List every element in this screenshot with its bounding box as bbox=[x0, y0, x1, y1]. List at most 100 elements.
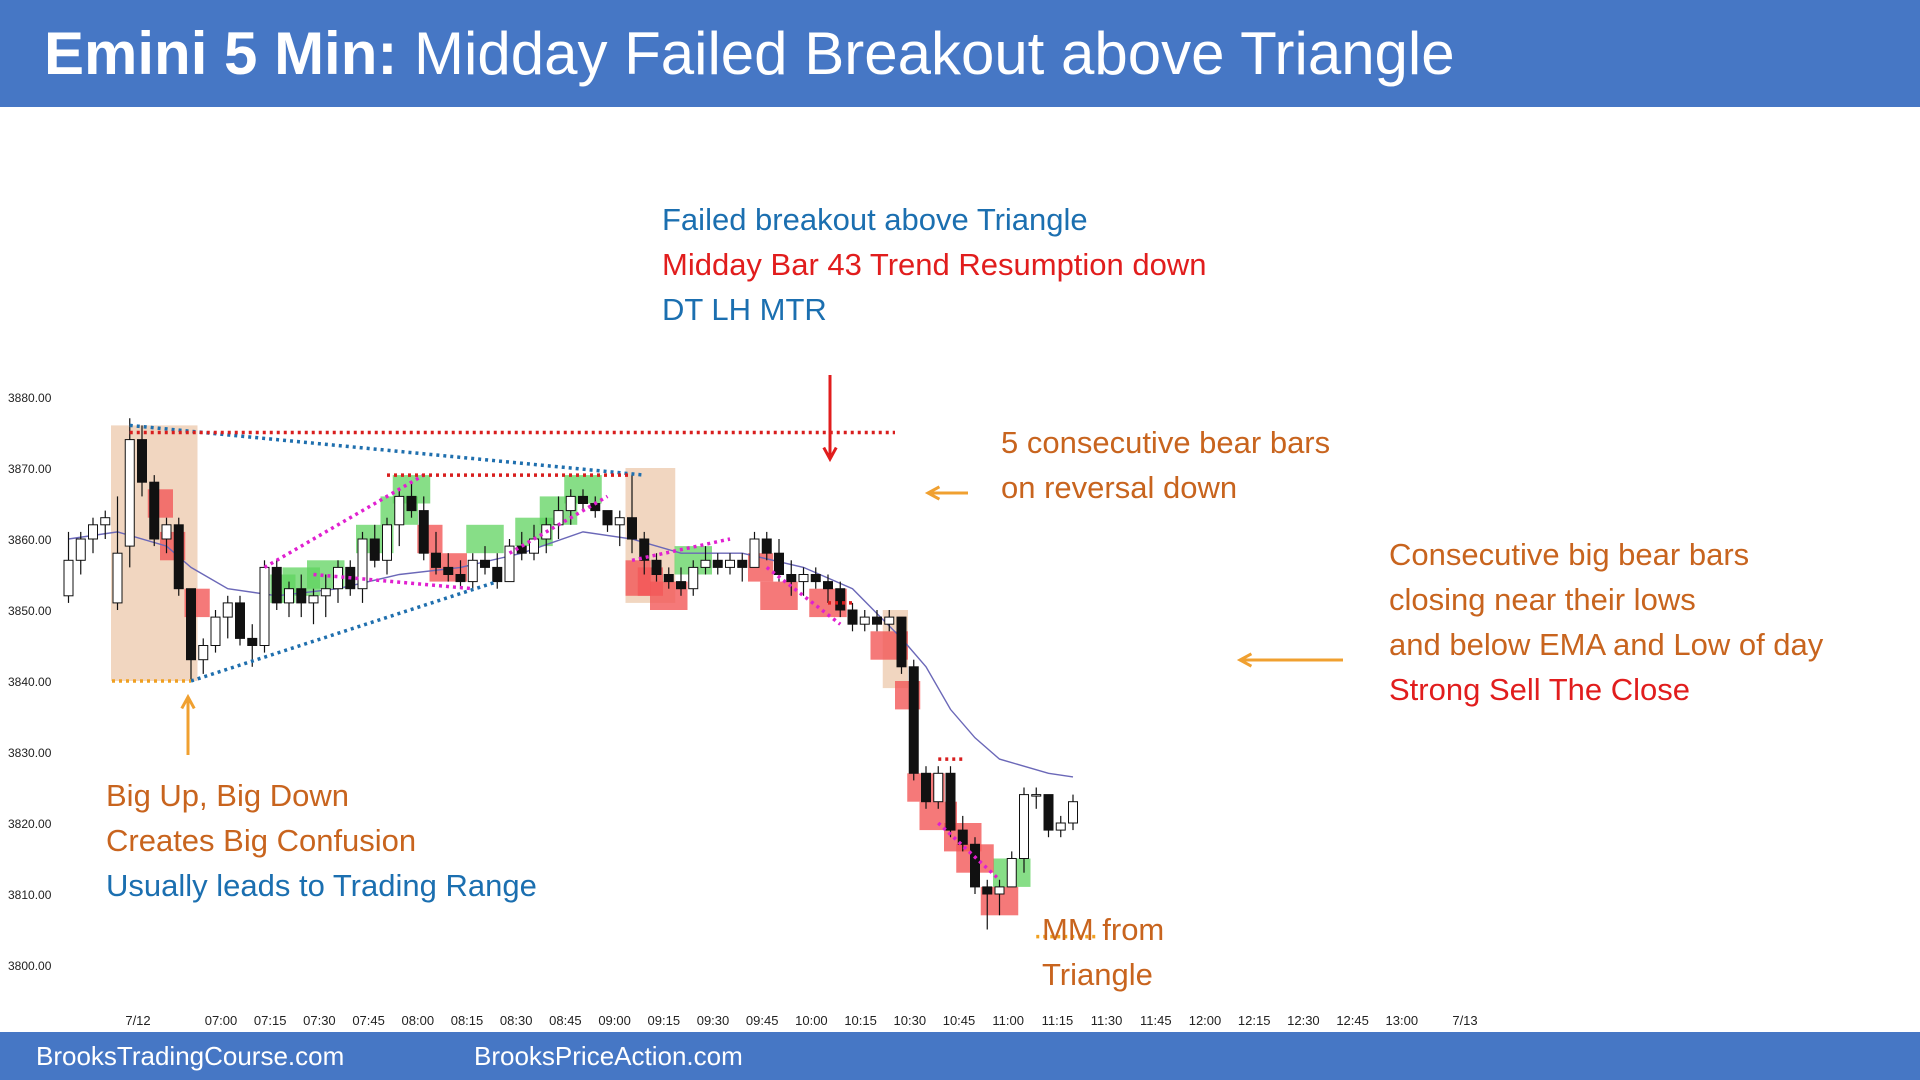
annotation-consecutive-bear-bars: Consecutive big bear bars closing near t… bbox=[1389, 532, 1823, 712]
candle-body bbox=[1019, 794, 1029, 859]
candle-body bbox=[504, 545, 515, 583]
x-tick-label: 7/12 bbox=[125, 1013, 150, 1028]
candle-body bbox=[994, 886, 1005, 895]
candle-body bbox=[431, 552, 441, 568]
candle-body bbox=[394, 495, 405, 526]
title-bar: Emini 5 Min: Midday Failed Breakout abov… bbox=[0, 0, 1920, 107]
candle-body bbox=[455, 574, 466, 583]
candle-body bbox=[1006, 858, 1017, 888]
candle-body bbox=[859, 616, 870, 625]
candle-body bbox=[161, 524, 172, 540]
annotation-line: on reversal down bbox=[1001, 470, 1238, 505]
price-chart: 3880.00 3870.00 3860.00 3850.00 3840.00 3830.… bbox=[8, 375, 1478, 1028]
wedge-trendline bbox=[508, 494, 609, 555]
candle-body bbox=[1068, 801, 1078, 824]
candle-body bbox=[382, 524, 392, 561]
candle-body bbox=[173, 524, 184, 590]
x-tick-label: 10:30 bbox=[894, 1013, 927, 1028]
candle-body bbox=[284, 588, 294, 604]
orange-left-arrow-head bbox=[1236, 652, 1253, 668]
annotation-line: Midday Bar 43 Trend Resumption down bbox=[662, 247, 1207, 282]
candle-body bbox=[614, 517, 625, 526]
x-tick-label: 10:00 bbox=[795, 1013, 828, 1028]
x-tick-label: 7/13 bbox=[1452, 1013, 1477, 1028]
annotation-line: Big Up, Big Down bbox=[106, 778, 349, 813]
x-tick-label: 09:15 bbox=[648, 1013, 681, 1028]
page-title: Emini 5 Min: Midday Failed Breakout abov… bbox=[44, 18, 1455, 90]
x-tick-label: 08:15 bbox=[451, 1013, 484, 1028]
annotation-line: Strong Sell The Close bbox=[1389, 672, 1690, 707]
annotation-line: Usually leads to Trading Range bbox=[106, 868, 537, 903]
candle-body bbox=[149, 481, 160, 540]
candle-body bbox=[602, 510, 613, 526]
x-tick-label: 09:45 bbox=[746, 1013, 779, 1028]
footer-left-link[interactable]: BrooksTradingCourse.com bbox=[36, 1041, 345, 1071]
annotation-line: Failed breakout above Triangle bbox=[662, 202, 1088, 237]
candle-body bbox=[688, 566, 699, 590]
orange-left-arrow-head bbox=[924, 485, 941, 501]
candle-body bbox=[357, 538, 368, 590]
candle-body bbox=[1031, 794, 1042, 797]
footer-right-link[interactable]: BrooksPriceAction.com bbox=[474, 1041, 743, 1071]
candle-body bbox=[186, 588, 196, 661]
x-tick-label: 11:00 bbox=[992, 1013, 1024, 1028]
y-tick-label: 3880.00 bbox=[8, 391, 52, 405]
x-tick-label: 07:45 bbox=[352, 1013, 385, 1028]
candle-body bbox=[798, 574, 809, 583]
candle-body bbox=[786, 574, 797, 583]
annotation-line: and below EMA and Low of day bbox=[1389, 627, 1824, 662]
candle-body bbox=[1055, 822, 1066, 831]
candle-body bbox=[884, 616, 895, 625]
wedge-trendline bbox=[631, 537, 731, 563]
x-tick-label: 07:30 bbox=[303, 1013, 336, 1028]
x-tick-label: 08:30 bbox=[500, 1013, 533, 1028]
candle-body bbox=[737, 559, 748, 568]
candle-body bbox=[970, 843, 980, 888]
x-tick-label: 12:30 bbox=[1287, 1013, 1320, 1028]
y-tick-label: 3860.00 bbox=[8, 533, 52, 547]
candle-body bbox=[663, 574, 674, 583]
candle-body bbox=[823, 581, 833, 590]
candle-body bbox=[308, 595, 319, 604]
x-tick-label: 09:30 bbox=[697, 1013, 730, 1028]
annotation-line: Creates Big Confusion bbox=[106, 823, 417, 858]
candle-body bbox=[63, 559, 74, 597]
title-rest: Midday Failed Breakout above Triangle bbox=[414, 20, 1455, 87]
candle-body bbox=[700, 559, 711, 568]
candle-body bbox=[847, 609, 858, 625]
candle-body bbox=[627, 517, 637, 540]
x-tick-label: 12:15 bbox=[1238, 1013, 1271, 1028]
candle-body bbox=[88, 524, 98, 540]
candle-body bbox=[259, 566, 270, 647]
candle-body bbox=[369, 538, 380, 561]
x-tick-label: 13:00 bbox=[1386, 1013, 1419, 1028]
y-tick-label: 3820.00 bbox=[8, 817, 52, 831]
candle-body bbox=[872, 616, 882, 625]
x-tick-label: 08:45 bbox=[549, 1013, 582, 1028]
annotation-measured-move: MM from Triangle bbox=[1042, 907, 1164, 997]
annotation-line: Consecutive big bear bars bbox=[1389, 537, 1750, 572]
x-tick-label: 07:00 bbox=[205, 1013, 238, 1028]
x-tick-label: 11:30 bbox=[1091, 1013, 1123, 1028]
orange-up-arrow-head bbox=[180, 693, 196, 710]
candle-body bbox=[725, 559, 735, 568]
candle-body bbox=[480, 559, 490, 568]
y-tick-label: 3830.00 bbox=[8, 746, 52, 760]
wedge-trendline bbox=[263, 473, 425, 569]
candle-body bbox=[908, 666, 919, 774]
candle-body bbox=[406, 495, 417, 512]
annotation-line: closing near their lows bbox=[1389, 582, 1696, 617]
candle-body bbox=[271, 566, 282, 604]
x-tick-label: 11:45 bbox=[1140, 1013, 1172, 1028]
candle-body bbox=[112, 552, 123, 604]
candle-body bbox=[835, 588, 846, 611]
x-tick-label: 11:15 bbox=[1042, 1013, 1074, 1028]
x-tick-label: 12:00 bbox=[1189, 1013, 1222, 1028]
candle-body bbox=[749, 538, 760, 568]
y-tick-label: 3870.00 bbox=[8, 462, 52, 476]
candle-body bbox=[296, 588, 307, 604]
candle-body bbox=[565, 495, 576, 512]
y-tick-label: 3800.00 bbox=[8, 959, 52, 973]
candle-body bbox=[639, 538, 650, 561]
candle-body bbox=[235, 602, 245, 639]
